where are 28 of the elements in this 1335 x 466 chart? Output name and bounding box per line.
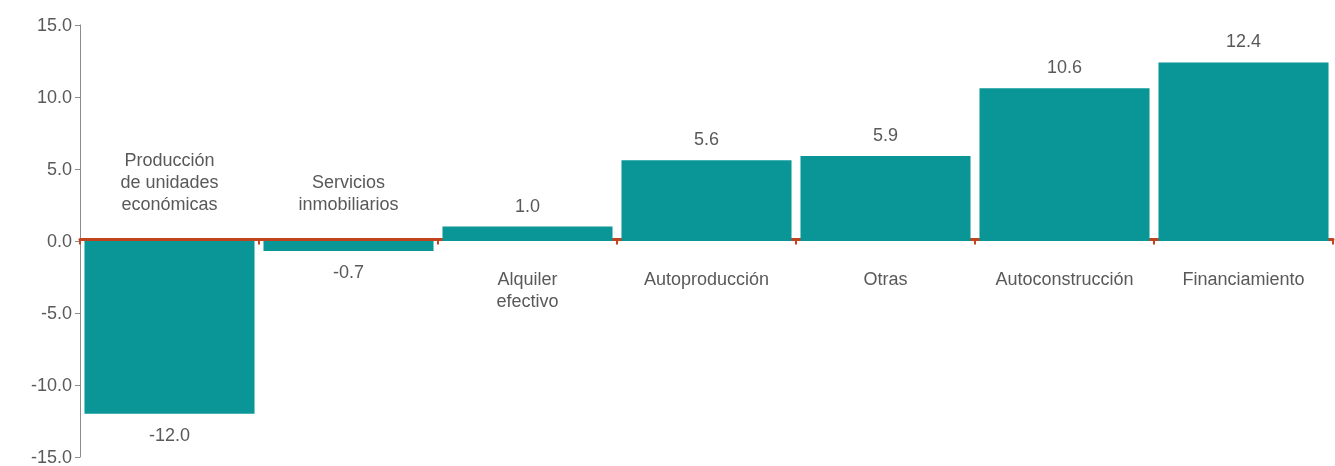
- x-tick-label: Alquiler efectivo: [496, 268, 559, 311]
- bar: [621, 160, 792, 241]
- x-tick-label: Producción de unidades económicas: [120, 149, 219, 214]
- data-label: 1.0: [514, 195, 541, 216]
- x-tick-label: Otras: [863, 268, 908, 289]
- bar: [979, 88, 1150, 241]
- y-tick-label: 0.0: [46, 231, 72, 251]
- data-label: 5.6: [693, 129, 720, 150]
- x-tick-label: Autoproducción: [643, 268, 770, 289]
- y-tick-label: -10.0: [30, 375, 72, 395]
- x-tick-label: Servicios inmobiliarios: [298, 171, 399, 214]
- bar: [1158, 62, 1329, 241]
- x-tick-label: Financiamiento: [1182, 268, 1305, 289]
- y-tick-label: -5.0: [40, 303, 72, 323]
- data-label: 10.6: [1046, 57, 1083, 78]
- x-tick-label: Autoconstrucción: [995, 268, 1134, 289]
- data-label: 5.9: [872, 125, 899, 146]
- data-label: -0.7: [332, 262, 365, 283]
- bar: [442, 226, 613, 241]
- data-label: 12.4: [1225, 31, 1262, 52]
- y-tick-label: 5.0: [46, 159, 72, 179]
- bar: [263, 241, 434, 252]
- y-tick-label: -15.0: [30, 447, 72, 466]
- bar: [800, 156, 971, 241]
- y-tick-label: 15.0: [36, 15, 72, 35]
- data-label: -12.0: [148, 424, 191, 445]
- y-tick-label: 10.0: [36, 87, 72, 107]
- bar: [84, 241, 255, 414]
